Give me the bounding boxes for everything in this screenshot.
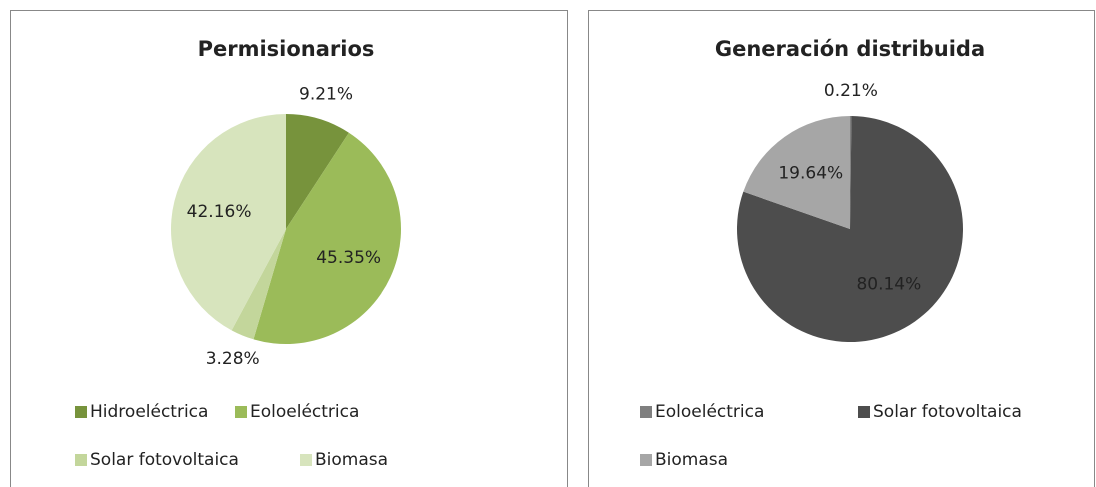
data-label: 3.28% <box>206 349 260 369</box>
legend-label: Biomasa <box>655 450 728 470</box>
legend-label: Biomasa <box>315 450 388 470</box>
pie-slice <box>171 114 286 331</box>
legend-swatch <box>300 454 312 466</box>
legend-swatch <box>858 406 870 418</box>
legend-swatch <box>75 406 87 418</box>
data-label: 19.64% <box>778 164 843 184</box>
panel <box>588 10 1095 487</box>
pie-slice <box>286 114 349 229</box>
pie-slice <box>737 116 964 342</box>
pie-slice <box>850 116 852 229</box>
legend-label: Solar fotovoltaica <box>873 402 1022 422</box>
legend-label: Hidroeléctrica <box>90 402 208 422</box>
pie-slice <box>743 116 850 229</box>
legend-swatch <box>235 406 247 418</box>
legend-label: Solar fotovoltaica <box>90 450 239 470</box>
data-label: 9.21% <box>299 85 353 105</box>
pie-slice <box>253 132 401 344</box>
legend-label: Eoloeléctrica <box>655 402 764 422</box>
pie-slice <box>231 229 286 340</box>
legend-swatch <box>640 406 652 418</box>
data-label: 42.16% <box>187 202 252 222</box>
legend-label: Eoloeléctrica <box>250 402 359 422</box>
data-label: 0.21% <box>824 81 878 101</box>
chart-title: Permisionarios <box>198 37 375 61</box>
data-label: 80.14% <box>856 275 921 295</box>
data-label: 45.35% <box>316 248 381 268</box>
legend-swatch <box>75 454 87 466</box>
legend-swatch <box>640 454 652 466</box>
chart-title: Generación distribuida <box>715 37 985 61</box>
panel <box>10 10 568 487</box>
